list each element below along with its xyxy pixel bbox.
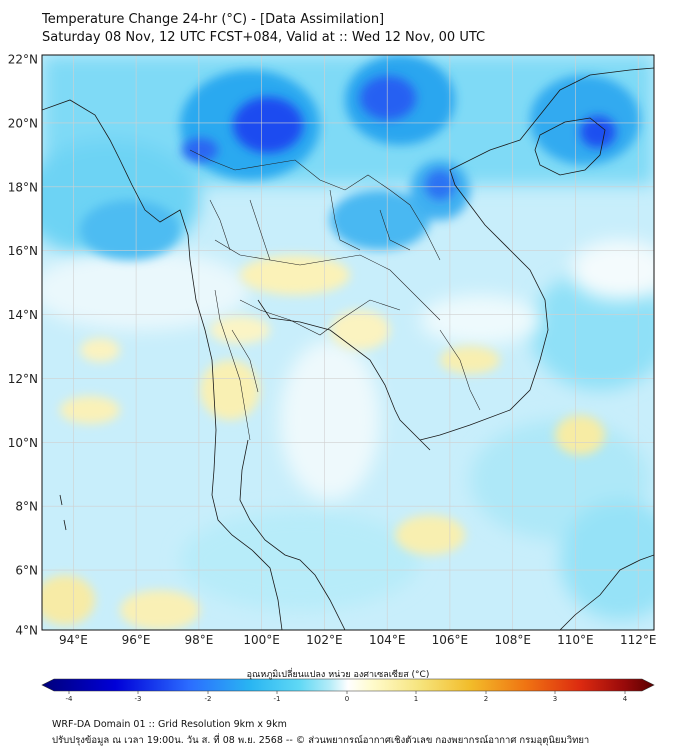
footer-update-info: ปรับปรุงข้อมูล ณ เวลา 19:00น. วัน ส. ที่… [52, 735, 590, 746]
colorbar-tick-label: 4 [623, 695, 628, 703]
lat-label: 14°N [8, 308, 38, 322]
map-gridlines [42, 55, 654, 630]
footer-model-info: WRF-DA Domain 01 :: Grid Resolution 9km … [52, 719, 287, 730]
andaman-islands [59, 494, 67, 531]
lat-label: 4°N [15, 624, 38, 638]
lon-label: 110°E [557, 633, 594, 647]
field-layer-dark-blue [182, 76, 616, 200]
temperature-field [42, 55, 654, 630]
lon-label: 102°E [306, 633, 343, 647]
lat-label: 20°N [8, 116, 38, 130]
lon-label: 100°E [243, 633, 280, 647]
lon-label: 94°E [59, 633, 88, 647]
colorbar-tick-label: 2 [484, 695, 488, 703]
lon-label: 98°E [184, 633, 213, 647]
colorbar-tick-label: -3 [135, 695, 142, 703]
colorbar-tick-label: 3 [553, 695, 557, 703]
map-frame [41, 54, 655, 631]
bay-of-bengal-coast [42, 99, 283, 630]
lat-label: 22°N [8, 53, 38, 67]
field-layer-yellow [42, 255, 605, 630]
lat-label: 16°N [8, 244, 38, 258]
colorbar: -4 -3 -2 -1 0 1 2 3 4 [41, 678, 655, 703]
chart-subtitle: Saturday 08 Nov, 12 UTC FCST+084, Valid … [42, 30, 486, 45]
chart-title: Temperature Change 24-hr (°C) - [Data As… [42, 12, 385, 27]
colorbar-tick-label: -2 [205, 695, 212, 703]
lon-label: 112°E [620, 633, 657, 647]
latitude-labels: 22°N 20°N 18°N 16°N 14°N 12°N 10°N 8°N 6… [8, 53, 38, 638]
lat-label: 12°N [8, 372, 38, 386]
lon-label: 108°E [494, 633, 531, 647]
colorbar-title: อุณหภูมิเปลี่ยนแปลง หน่วย องศาเซลเซียส (… [246, 670, 430, 680]
lat-label: 18°N [8, 180, 38, 194]
gulf-inner-coast [257, 299, 431, 451]
colorbar-tick-label: -1 [274, 695, 281, 703]
lon-label: 96°E [122, 633, 151, 647]
gulf-of-thailand-coast [239, 439, 346, 630]
lat-label: 10°N [8, 436, 38, 450]
lon-label: 104°E [369, 633, 406, 647]
colorbar-ticks [68, 691, 626, 694]
borneo-coast [559, 554, 654, 630]
colorbar-tick-label: 0 [345, 695, 349, 703]
longitude-labels: 94°E 96°E 98°E 100°E 102°E 104°E 106°E 1… [59, 633, 656, 647]
lat-label: 8°N [15, 500, 38, 514]
coastlines [42, 67, 654, 630]
lat-label: 6°N [15, 564, 38, 578]
colorbar-bar [41, 678, 655, 692]
hainan-island [534, 117, 606, 176]
field-layer-light-cyan [42, 55, 654, 620]
colorbar-tick-label: 1 [414, 695, 418, 703]
colorbar-tick-label: -4 [66, 695, 74, 703]
vietnam-coast [419, 67, 654, 441]
borders [189, 149, 481, 441]
lon-label: 106°E [432, 633, 469, 647]
